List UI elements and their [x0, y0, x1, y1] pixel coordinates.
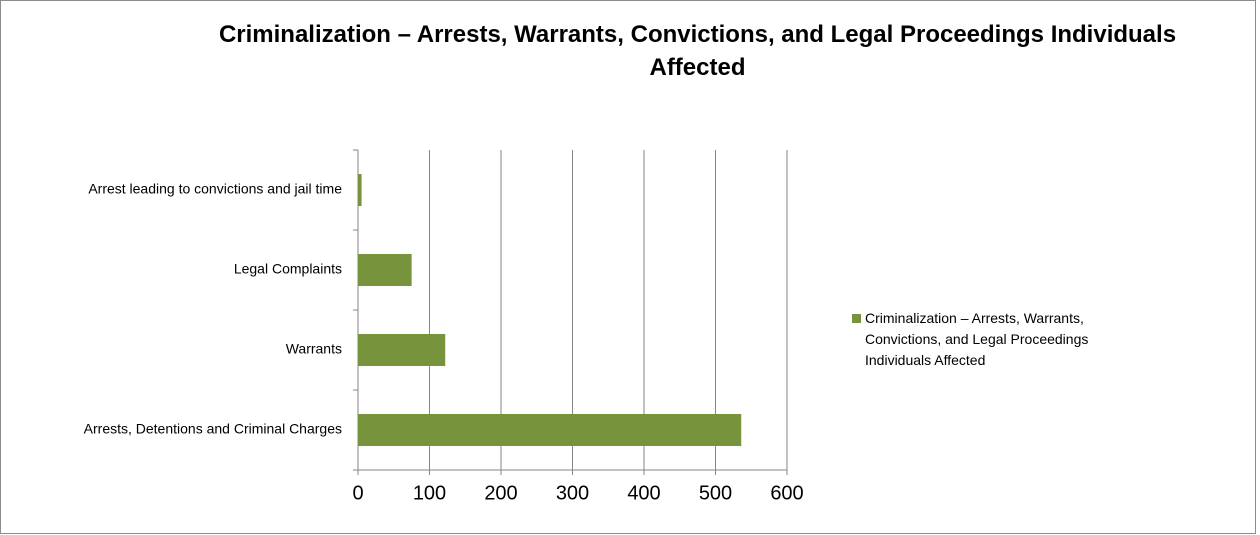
x-tick-label: 500: [699, 482, 732, 504]
bar: [358, 174, 362, 206]
y-tick-label: Warrants: [286, 341, 342, 357]
y-tick-label: Arrest leading to convictions and jail t…: [88, 181, 342, 197]
bar: [358, 334, 446, 366]
x-tick-label: 0: [352, 482, 363, 504]
x-tick-label: 300: [556, 482, 589, 504]
x-tick-label: 200: [484, 482, 517, 504]
legend-label: Criminalization – Arrests, Warrants, Con…: [865, 310, 1089, 368]
bar: [358, 254, 412, 286]
bar: [358, 414, 742, 446]
x-tick-label: 400: [627, 482, 660, 504]
legend: Criminalization – Arrests, Warrants, Con…: [852, 308, 1112, 371]
chart-title: Criminalization – Arrests, Warrants, Con…: [218, 21, 1177, 81]
legend-swatch: [852, 314, 861, 323]
y-tick-label: Arrests, Detentions and Criminal Charges: [84, 421, 342, 437]
x-tick-label: 100: [413, 482, 446, 504]
x-tick-label: 600: [770, 482, 803, 504]
y-tick-label: Legal Complaints: [234, 261, 342, 277]
